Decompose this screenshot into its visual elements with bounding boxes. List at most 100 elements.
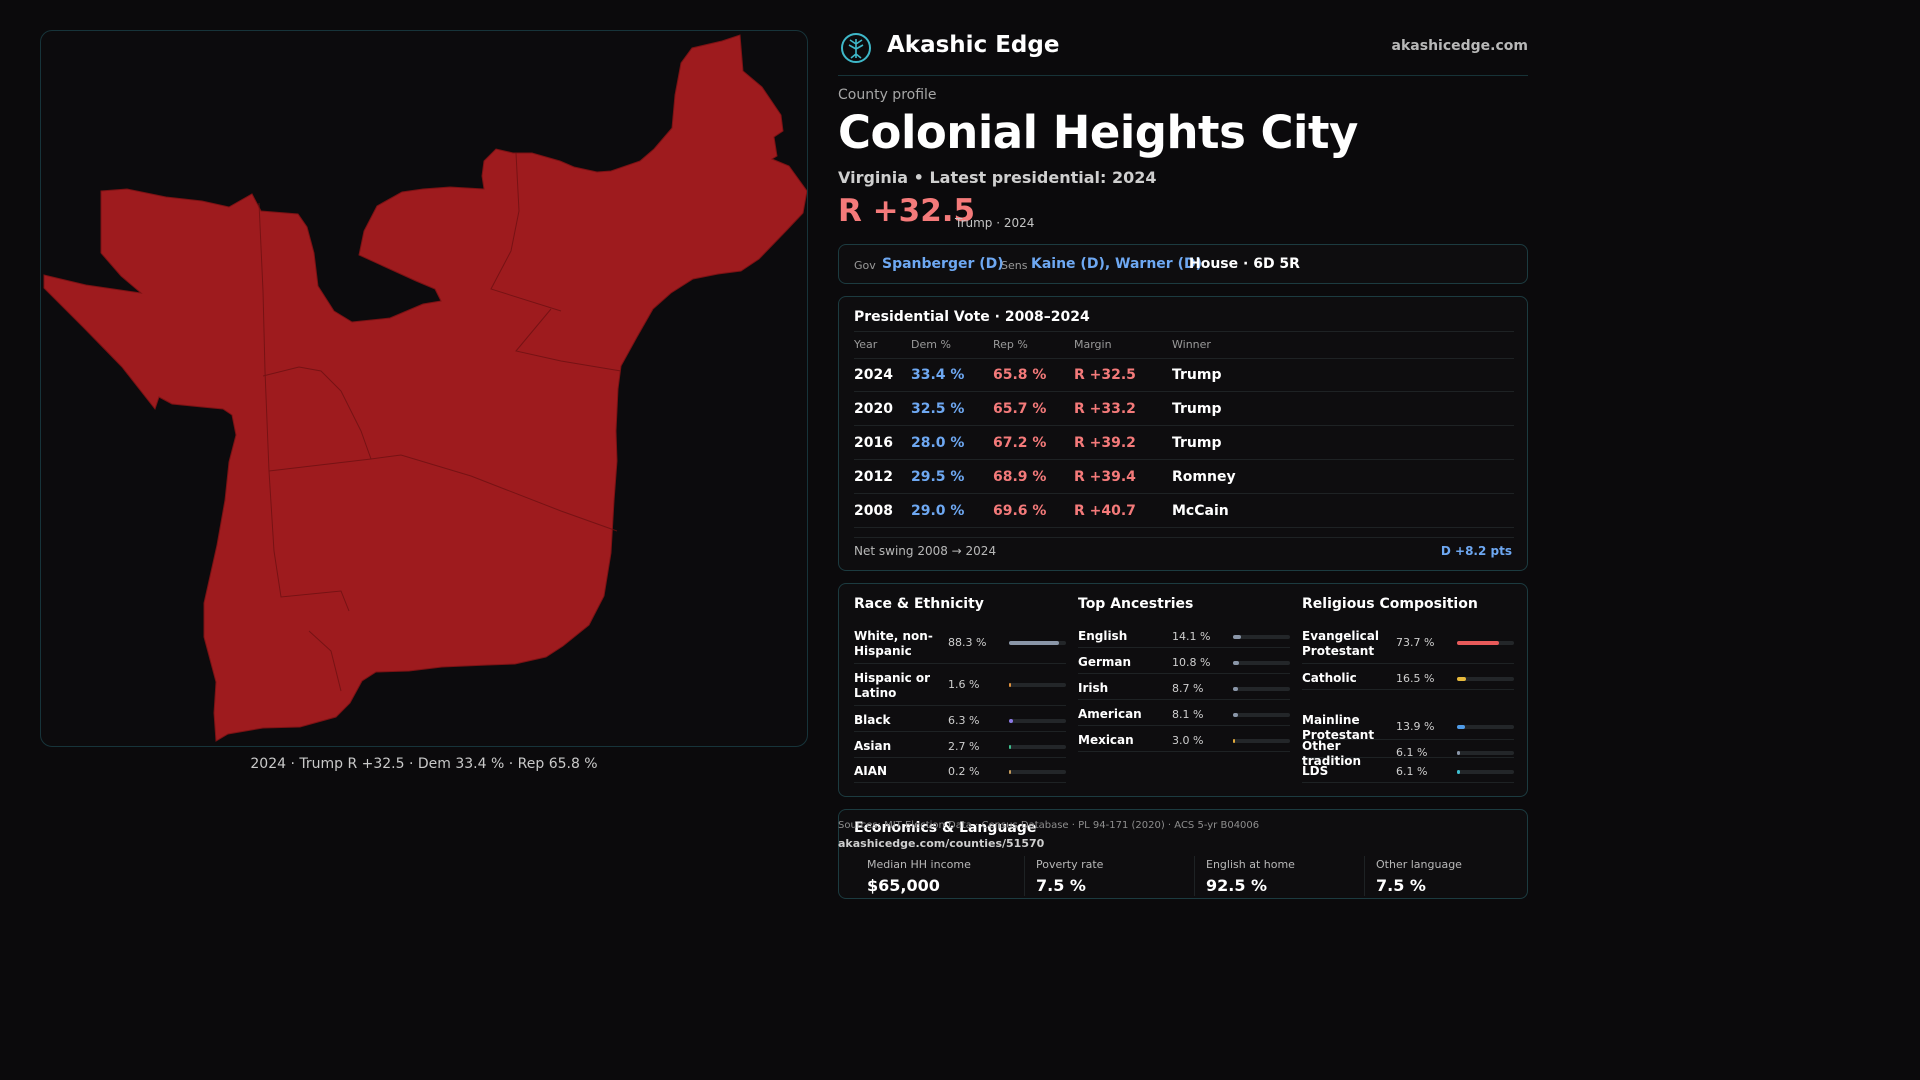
share-bar	[1009, 683, 1066, 687]
item-value: 8.7 %	[1172, 682, 1204, 695]
econ-label: English at home	[1206, 858, 1295, 871]
county-subline: Virginia • Latest presidential: 2024	[838, 168, 1157, 187]
share-bar	[1233, 713, 1290, 717]
table-row[interactable]: 2008 29.0 % 69.6 % R +40.7 McCain	[854, 494, 1514, 528]
row-margin: R +32.5	[1074, 367, 1136, 383]
item-label: American	[1078, 707, 1142, 721]
share-bar-fill	[1233, 661, 1239, 665]
senators-link[interactable]: Kaine (D), Warner (D)	[1031, 256, 1202, 272]
list-item[interactable]: White, non-Hispanic 88.3 %	[854, 622, 1066, 664]
religion-title: Religious Composition	[1302, 596, 1478, 612]
table-row[interactable]: 2020 32.5 % 65.7 % R +33.2 Trump	[854, 392, 1514, 426]
row-dem: 29.5 %	[911, 469, 965, 485]
item-label: Mainline Protestant	[1302, 713, 1375, 742]
list-item[interactable]: Catholic 16.5 %	[1302, 664, 1514, 690]
item-label: Mexican	[1078, 733, 1134, 747]
county-url-link[interactable]: akashicedge.com/counties/51570	[838, 837, 1045, 850]
county-map-panel[interactable]	[40, 30, 808, 747]
share-bar-fill	[1457, 770, 1460, 774]
col-header-dem: Dem %	[911, 338, 951, 351]
list-item[interactable]: Hispanic or Latino 1.6 %	[854, 664, 1066, 706]
item-value: 13.9 %	[1396, 720, 1435, 733]
ancestry-column: Top Ancestries English 14.1 % German 10.8 %…	[1078, 584, 1290, 796]
list-item[interactable]: Evangelical Protestant 73.7 %	[1302, 622, 1514, 664]
officials-bar: Gov Spanberger (D) Sens Kaine (D), Warne…	[838, 244, 1528, 284]
share-bar-fill	[1233, 713, 1238, 717]
presidential-title: Presidential Vote · 2008–2024	[854, 309, 1090, 325]
item-value: 88.3 %	[948, 636, 987, 649]
county-title: Colonial Heights City	[838, 106, 1358, 159]
row-dem: 32.5 %	[911, 401, 965, 417]
share-bar	[1009, 770, 1066, 774]
gov-label: Gov	[854, 259, 876, 272]
item-value: 0.2 %	[948, 765, 980, 778]
profile-label: County profile	[838, 87, 937, 103]
list-item[interactable]: Asian 2.7 %	[854, 732, 1066, 758]
row-year: 2008	[854, 503, 893, 519]
row-rep: 68.9 %	[993, 469, 1047, 485]
demographics-card: Race & Ethnicity White, non-Hispanic 88.3…	[838, 583, 1528, 797]
list-item[interactable]: English 14.1 %	[1078, 622, 1290, 648]
tree-circle-icon	[841, 33, 871, 63]
table-row[interactable]: 2024 33.4 % 65.8 % R +32.5 Trump	[854, 358, 1514, 392]
econ-label: Poverty rate	[1036, 858, 1104, 871]
row-margin: R +33.2	[1074, 401, 1136, 417]
share-bar-fill	[1457, 725, 1465, 729]
row-rep: 67.2 %	[993, 435, 1047, 451]
net-swing-value: D +8.2 pts	[1440, 544, 1512, 558]
item-value: 6.1 %	[1396, 746, 1428, 759]
item-label: Asian	[854, 739, 892, 753]
item-value: 2.7 %	[948, 740, 980, 753]
brand-name[interactable]: Akashic Edge	[887, 32, 1060, 58]
share-bar	[1009, 719, 1066, 723]
share-bar	[1457, 677, 1514, 681]
site-link[interactable]: akashicedge.com	[1391, 38, 1528, 54]
econ-value: 92.5 %	[1206, 876, 1268, 895]
row-rep: 65.8 %	[993, 367, 1047, 383]
row-year: 2012	[854, 469, 893, 485]
table-row[interactable]: 2016 28.0 % 67.2 % R +39.2 Trump	[854, 426, 1514, 460]
share-bar-fill	[1233, 635, 1241, 639]
share-bar	[1233, 635, 1290, 639]
item-label: Catholic	[1302, 671, 1357, 685]
row-margin: R +39.2	[1074, 435, 1136, 451]
item-label: German	[1078, 655, 1132, 669]
item-value: 73.7 %	[1396, 636, 1435, 649]
list-item[interactable]: German 10.8 %	[1078, 648, 1290, 674]
divider	[854, 358, 1514, 359]
race-title: Race & Ethnicity	[854, 596, 984, 612]
race-column: Race & Ethnicity White, non-Hispanic 88.3…	[854, 584, 1066, 796]
share-bar	[1009, 641, 1066, 645]
list-item[interactable]: LDS 6.1 %	[1302, 757, 1514, 783]
share-bar-fill	[1009, 745, 1011, 749]
table-row[interactable]: 2012 29.5 % 68.9 % R +39.4 Romney	[854, 460, 1514, 494]
economics-card: Economics & Language Median HH income $6…	[838, 809, 1528, 899]
item-label: Evangelical Protestant	[1302, 629, 1379, 658]
row-winner: Romney	[1172, 469, 1236, 485]
share-bar	[1233, 739, 1290, 743]
row-dem: 33.4 %	[911, 367, 965, 383]
county-shape[interactable]	[43, 34, 807, 742]
item-value: 16.5 %	[1396, 672, 1435, 685]
share-bar-fill	[1009, 683, 1011, 687]
item-label: LDS	[1302, 764, 1329, 778]
list-item[interactable]: Other tradition 6.1 %	[1302, 732, 1514, 768]
list-item[interactable]: Mainline Protestant 13.9 %	[1302, 706, 1514, 742]
list-item[interactable]: Black 6.3 %	[854, 706, 1066, 732]
divider	[1194, 856, 1195, 896]
latest-margin-note: Trump · 2024	[955, 216, 1035, 230]
religion-column: Religious Composition Evangelical Protes…	[1302, 584, 1514, 796]
governor-link[interactable]: Spanberger (D)	[882, 256, 1004, 272]
row-year: 2024	[854, 367, 893, 383]
list-item[interactable]: American 8.1 %	[1078, 700, 1290, 726]
item-label: English	[1078, 629, 1128, 643]
county-map[interactable]	[41, 31, 808, 747]
share-bar-fill	[1233, 687, 1238, 691]
row-margin: R +39.4	[1074, 469, 1136, 485]
item-value: 10.8 %	[1172, 656, 1211, 669]
share-bar-fill	[1009, 770, 1011, 774]
list-item[interactable]: Irish 8.7 %	[1078, 674, 1290, 700]
list-item[interactable]: Mexican 3.0 %	[1078, 726, 1290, 752]
list-item[interactable]: AIAN 0.2 %	[854, 757, 1066, 783]
share-bar-fill	[1009, 641, 1059, 645]
